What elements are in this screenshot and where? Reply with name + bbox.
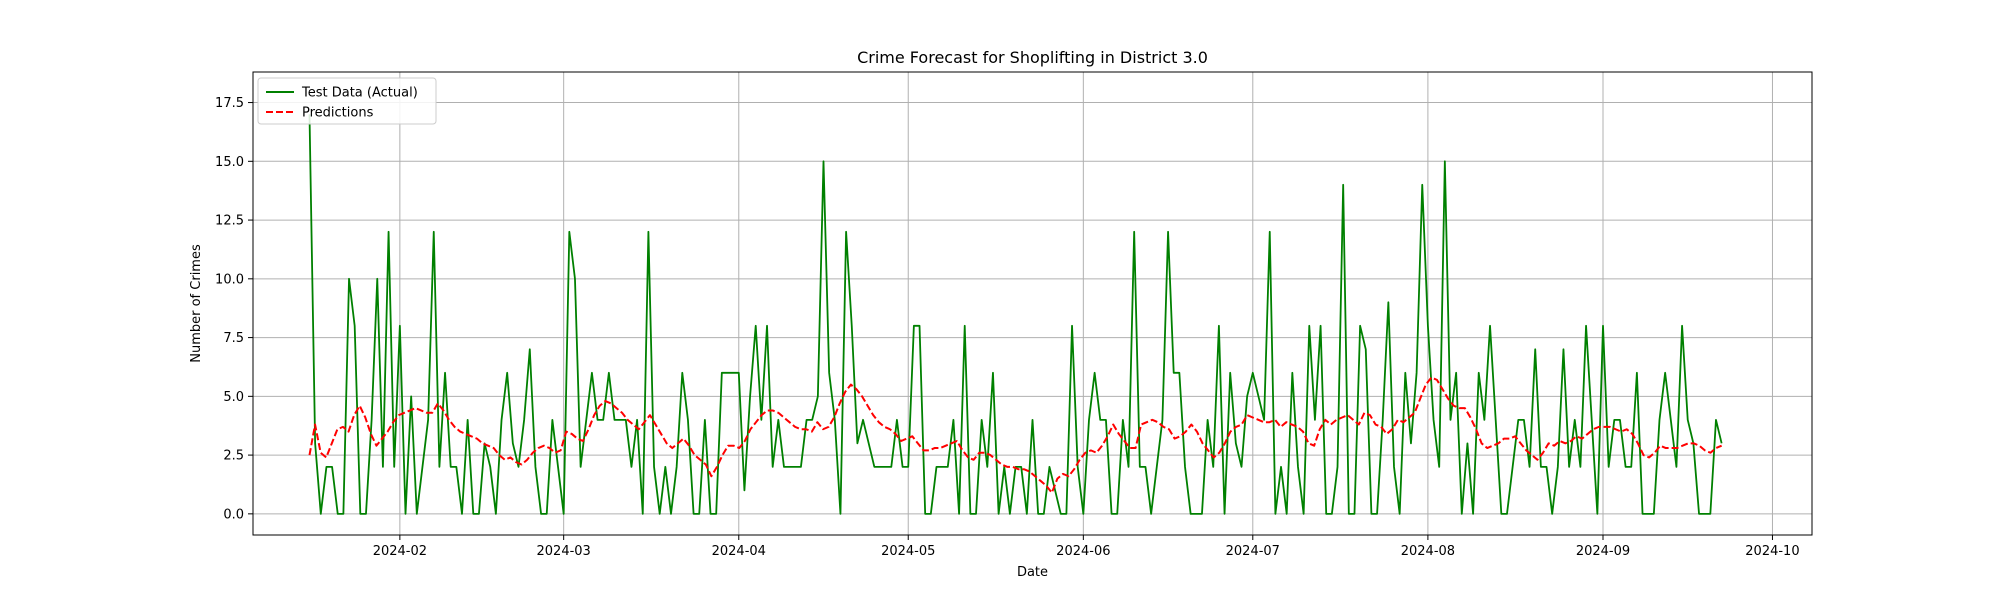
y-tick-label: 5.0 <box>223 390 244 405</box>
y-tick-label: 15.0 <box>215 155 244 170</box>
y-axis-label: Number of Crimes <box>189 244 204 363</box>
y-tick-label: 12.5 <box>215 214 244 229</box>
x-tick-label: 2024-09 <box>1576 544 1630 559</box>
legend-label-actual: Test Data (Actual) <box>301 86 418 101</box>
legend-box <box>257 77 437 125</box>
series-line-predictions <box>308 376 1723 494</box>
chart-title: Crime Forecast for Shoplifting in Distri… <box>857 48 1208 67</box>
series-layer <box>308 114 1723 515</box>
x-tick-label: 2024-02 <box>373 544 427 559</box>
x-tick-label: 2024-03 <box>537 544 591 559</box>
legend: Test Data (Actual) Predictions <box>257 77 437 125</box>
y-tick-label: 7.5 <box>223 331 244 346</box>
y-tick-label: 2.5 <box>223 449 244 464</box>
y-tick-label: 10.0 <box>215 272 244 287</box>
x-tick-label: 2024-10 <box>1745 544 1799 559</box>
x-tick-label: 2024-08 <box>1401 544 1455 559</box>
x-tick-label: 2024-05 <box>881 544 935 559</box>
plot-frame <box>252 71 1813 536</box>
ticks: 2024-02 2024-03 2024-04 2024-05 2024-06 2024-… <box>215 96 1800 559</box>
legend-label-predictions: Predictions <box>302 106 374 121</box>
x-tick-label: 2024-06 <box>1056 544 1110 559</box>
series-line-actual <box>308 114 1723 515</box>
x-axis-label: Date <box>1017 565 1048 580</box>
x-tick-label: 2024-04 <box>712 544 766 559</box>
y-tick-label: 17.5 <box>215 96 244 111</box>
x-tick-label: 2024-07 <box>1226 544 1280 559</box>
y-tick-label: 0.0 <box>223 507 244 522</box>
